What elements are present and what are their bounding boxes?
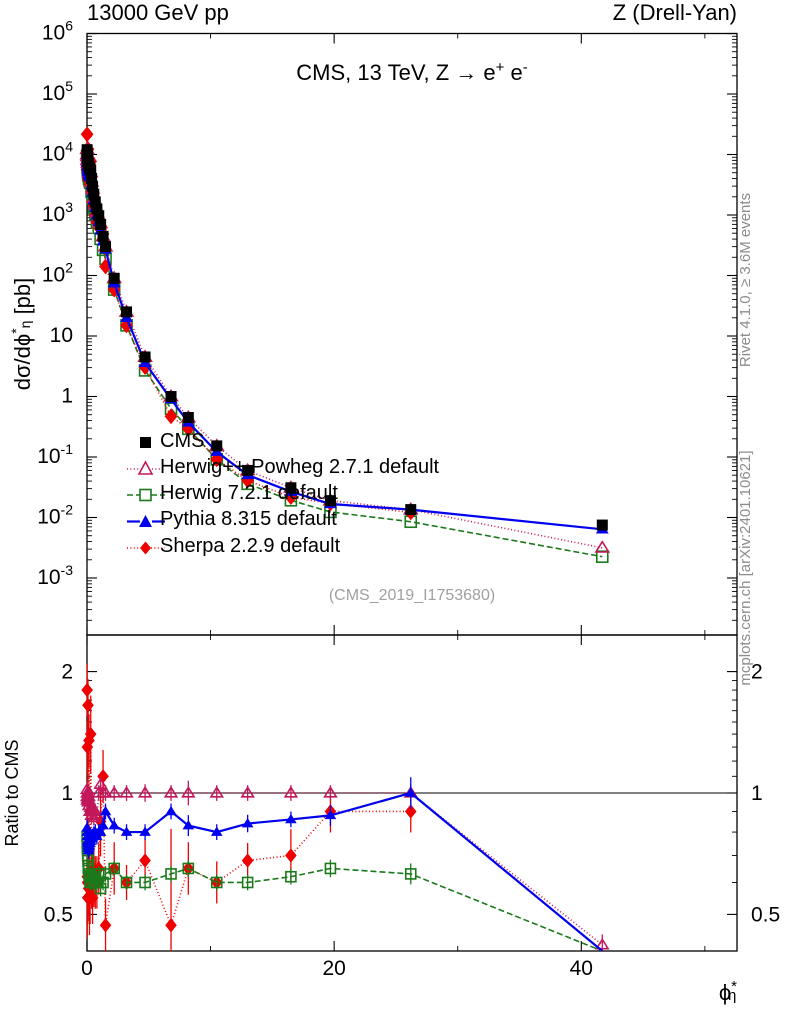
svg-text:20: 20 <box>322 957 345 980</box>
svg-text:Herwig 7.2.1 default: Herwig 7.2.1 default <box>160 482 338 504</box>
svg-text:0.5: 0.5 <box>751 903 780 926</box>
svg-text:CMS, 13 TeV, Z → e+ e-: CMS, 13 TeV, Z → e+ e- <box>296 59 527 85</box>
svg-text:(CMS_2019_I1753680): (CMS_2019_I1753680) <box>329 587 495 604</box>
svg-text:2: 2 <box>61 661 73 684</box>
svg-text:Z (Drell-Yan): Z (Drell-Yan) <box>613 0 737 25</box>
svg-text:40: 40 <box>570 957 593 980</box>
svg-text:Pythia 8.315 default: Pythia 8.315 default <box>160 508 337 530</box>
svg-text:CMS: CMS <box>160 430 204 452</box>
svg-text:Sherpa 2.2.9 default: Sherpa 2.2.9 default <box>160 535 341 557</box>
svg-text:Herwig++ Powheg 2.7.1 default: Herwig++ Powheg 2.7.1 default <box>160 456 440 478</box>
svg-text:mcplots.cern.ch [arXiv:2401.10: mcplots.cern.ch [arXiv:2401.10621] <box>737 450 754 685</box>
svg-text:0.5: 0.5 <box>44 903 73 926</box>
svg-text:1: 1 <box>61 782 73 805</box>
svg-text:dσ/dϕ*η [pb]: dσ/dϕ*η [pb] <box>8 278 35 391</box>
svg-text:Rivet 4.1.0, ≥ 3.6M events: Rivet 4.1.0, ≥ 3.6M events <box>737 193 754 367</box>
svg-text:0: 0 <box>81 957 93 980</box>
svg-text:ϕ*η: ϕ* η <box>719 978 737 1005</box>
svg-text:10: 10 <box>50 324 73 347</box>
svg-text:Ratio to CMS: Ratio to CMS <box>2 739 22 846</box>
svg-text:1: 1 <box>751 782 763 805</box>
svg-text:1: 1 <box>61 385 73 408</box>
svg-text:13000 GeV pp: 13000 GeV pp <box>87 0 229 25</box>
